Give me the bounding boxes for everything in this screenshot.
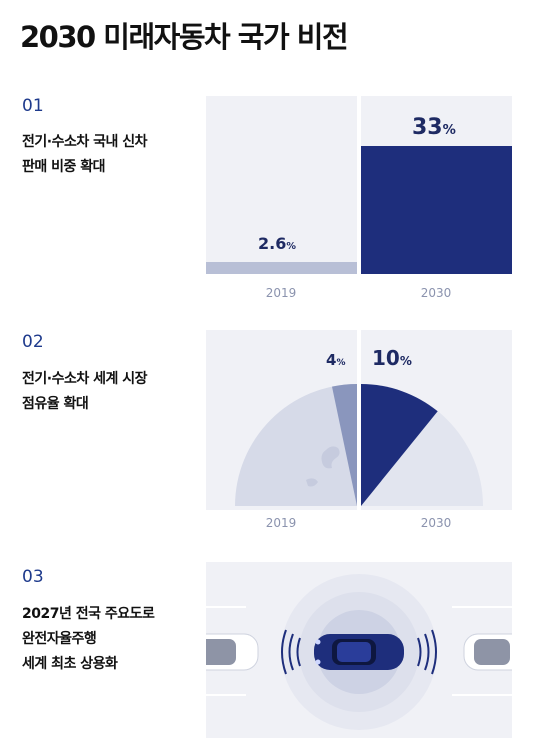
autonomous-driving-illustration xyxy=(206,562,512,738)
section-number: 03 xyxy=(22,567,44,587)
value-label-2019: 4% xyxy=(326,351,346,369)
signal-waves-icon xyxy=(281,629,437,675)
year-label: 2019 xyxy=(265,516,297,530)
slice-2019 xyxy=(332,384,357,506)
car-icon xyxy=(206,633,259,671)
section-number: 01 xyxy=(22,96,44,116)
quadrant-2019 xyxy=(235,384,357,506)
description-line: 판매 비중 확대 xyxy=(22,159,106,175)
description-line: 전기·수소차 국내 신차 xyxy=(22,134,148,150)
page-title: 2030 미래자동차 국가 비전 xyxy=(20,20,349,54)
car-icon xyxy=(463,633,512,671)
lane-line xyxy=(452,606,512,608)
pie-quadrant-chart xyxy=(206,330,512,510)
autonomous-car-icon xyxy=(314,634,404,670)
bar-2019 xyxy=(206,262,357,274)
chart-divider xyxy=(357,96,361,274)
year-label: 2019 xyxy=(265,286,297,300)
description-line: 전기·수소차 세계 시장 xyxy=(22,371,148,387)
section-description: 전기·수소차 국내 신차 판매 비중 확대 xyxy=(22,130,148,180)
description-line: 세계 최초 상용화 xyxy=(22,656,118,672)
chart-divider xyxy=(357,330,361,510)
year-label: 2030 xyxy=(420,516,452,530)
map-shape xyxy=(321,446,340,469)
section-description: 2027년 전국 주요도로 완전자율주행 세계 최초 상용화 xyxy=(22,602,155,677)
section-description: 전기·수소차 세계 시장 점유율 확대 xyxy=(22,367,148,417)
section-number: 02 xyxy=(22,332,44,352)
description-line: 2027년 전국 주요도로 xyxy=(22,606,155,622)
value-label-2030: 33% xyxy=(412,115,456,140)
year-label: 2030 xyxy=(420,286,452,300)
slice-2030 xyxy=(361,384,438,506)
lane-line xyxy=(206,606,246,608)
value-label-2030: 10% xyxy=(372,346,412,370)
lane-line xyxy=(452,694,512,696)
description-line: 점유율 확대 xyxy=(22,396,89,412)
value-label-2019: 2.6% xyxy=(258,234,296,253)
map-shape xyxy=(306,478,318,487)
bar-2030 xyxy=(361,146,512,274)
description-line: 완전자율주행 xyxy=(22,631,97,647)
lane-line xyxy=(206,694,246,696)
